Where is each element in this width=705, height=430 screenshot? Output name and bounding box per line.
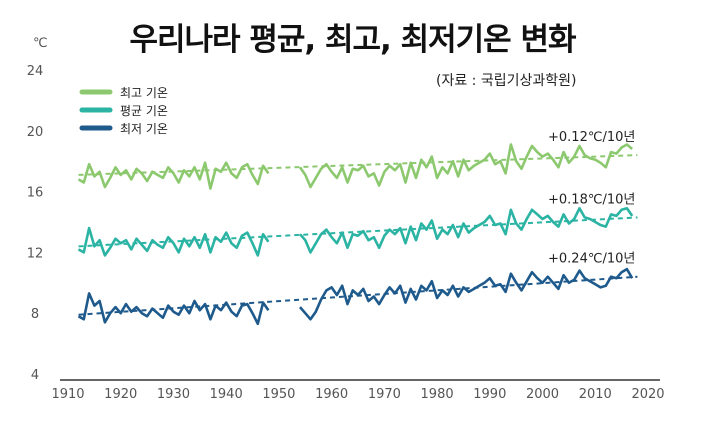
x-tick-label: 1940 <box>210 387 243 402</box>
x-tick-label: 1970 <box>368 387 401 402</box>
trend-line <box>78 275 638 316</box>
series-line <box>77 161 270 190</box>
y-unit-label: ℃ <box>33 36 48 51</box>
trend-layer <box>78 154 638 316</box>
y-tick-label: 16 <box>27 186 44 201</box>
series-layer <box>77 143 634 326</box>
trend-rate-label: +0.24℃/10년 <box>548 252 635 267</box>
y-tick-label: 12 <box>27 246 44 261</box>
series-line <box>77 292 270 326</box>
series-line <box>298 143 634 189</box>
x-tick-label: 1960 <box>315 387 348 402</box>
y-tick-label: 24 <box>27 64 44 79</box>
x-tick-label: 2000 <box>526 387 559 402</box>
x-tick-label: 1920 <box>104 387 137 402</box>
trend-rate-label: +0.12℃/10년 <box>548 130 635 145</box>
legend-label: 평균 기온 <box>120 104 168 118</box>
legend-label: 최저 기온 <box>120 122 168 136</box>
x-tick-label: 1930 <box>157 387 190 402</box>
y-tick-label: 4 <box>31 368 39 383</box>
source-note: (자료 : 국립기상과학원) <box>436 73 577 89</box>
x-tick-label: 2020 <box>631 387 664 402</box>
trend-line <box>78 216 638 248</box>
axes: 1910 1920 1930 1940 1950 1960 1970 1980 1990 2000… <box>27 64 665 402</box>
x-tick-label: 1990 <box>473 387 506 402</box>
x-tick-label: 1910 <box>51 387 84 402</box>
x-tick-label: 2010 <box>579 387 612 402</box>
y-tick-label: 8 <box>31 307 39 322</box>
series-line <box>299 267 634 321</box>
rate-labels: +0.12℃/10년 +0.18℃/10년 +0.24℃/10년 <box>548 130 635 267</box>
series-line <box>299 207 634 254</box>
x-tick-label: 1980 <box>421 387 454 402</box>
trend-line <box>78 154 638 176</box>
y-tick-label: 20 <box>27 125 44 140</box>
legend-label: 최고 기온 <box>120 86 168 100</box>
chart-title: 우리나라 평균, 최고, 최저기온 변화 <box>129 22 576 58</box>
x-tick-label: 1950 <box>262 387 295 402</box>
series-line <box>77 226 270 257</box>
trend-rate-label: +0.18℃/10년 <box>548 192 635 207</box>
